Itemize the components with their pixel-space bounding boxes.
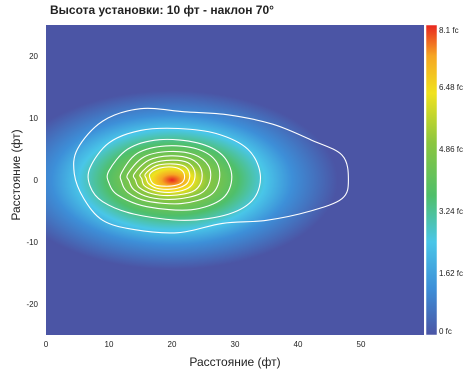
contour-line bbox=[148, 166, 186, 187]
x-tick-label: 30 bbox=[231, 340, 240, 349]
y-tick-label: -20 bbox=[26, 300, 38, 309]
contour-line bbox=[126, 150, 212, 200]
colorbar-tick-label: 4.86 fc bbox=[439, 145, 463, 154]
x-tick-label: 0 bbox=[44, 340, 49, 349]
x-tick-label: 10 bbox=[105, 340, 114, 349]
x-tick-label: 40 bbox=[294, 340, 303, 349]
contour-line bbox=[132, 155, 203, 197]
y-tick-label: -10 bbox=[26, 238, 38, 247]
x-axis-ticks: 0 10 20 30 40 50 bbox=[44, 340, 366, 349]
colorbar-tick-label: 3.24 fc bbox=[439, 207, 463, 216]
colorbar-tick-label: 6.48 fc bbox=[439, 83, 463, 92]
chart-title: Высота установки: 10 фт - наклон 70° bbox=[50, 3, 274, 17]
contour-line bbox=[106, 138, 233, 211]
y-tick-label: 10 bbox=[29, 114, 38, 123]
colorbar-tick-label: 1.62 fc bbox=[439, 269, 463, 278]
x-tick-label: 20 bbox=[168, 340, 177, 349]
contour-line bbox=[139, 159, 196, 193]
contour-line bbox=[73, 107, 349, 234]
y-axis-ticks: 20 10 0 -10 -20 bbox=[26, 52, 38, 309]
contour-line bbox=[87, 127, 262, 221]
y-axis-label: Расстояние (фт) bbox=[9, 129, 23, 220]
colorbar-ticks: 8.1 fc 6.48 fc 4.86 fc 3.24 fc 1.62 fc 0 fc bbox=[439, 26, 463, 336]
contour-lines bbox=[73, 107, 349, 234]
colorbar-tick-label: 0 fc bbox=[439, 327, 452, 336]
y-tick-label: 20 bbox=[29, 52, 38, 61]
contour-line bbox=[144, 163, 191, 190]
y-tick-label: 0 bbox=[34, 176, 39, 185]
heatmap-field bbox=[46, 25, 424, 335]
colorbar bbox=[425, 24, 438, 336]
x-tick-label: 50 bbox=[357, 340, 366, 349]
x-axis-label: Расстояние (фт) bbox=[189, 355, 280, 369]
contour-line bbox=[119, 145, 221, 205]
colorbar-tick-label: 8.1 fc bbox=[439, 26, 459, 35]
